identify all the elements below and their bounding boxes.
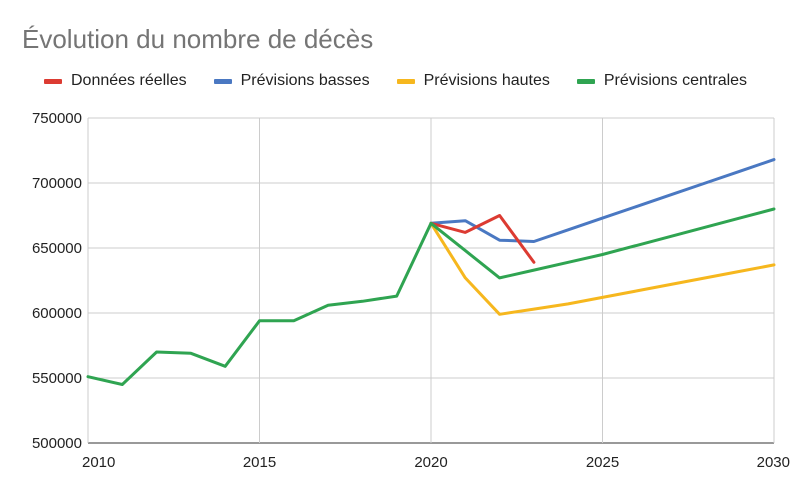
x-tick-label-2015: 2015 — [243, 454, 276, 471]
series-line-2 — [429, 221, 776, 316]
series-line-1 — [429, 158, 776, 243]
legend-swatch-previsions-centrales — [576, 78, 595, 84]
y-tick-label-500000: 500000 — [32, 435, 82, 452]
y-tick-label-650000: 650000 — [32, 240, 82, 257]
legend-item-previsions-hautes: Prévisions hautes — [396, 72, 550, 90]
legend-swatch-donnees-reelles — [44, 78, 62, 84]
legend-label-previsions-basses: Prévisions basses — [240, 72, 370, 89]
series-line-3 — [86, 207, 776, 386]
x-tick-label-2020: 2020 — [414, 454, 447, 471]
chart-title: Évolution du nombre de décès — [22, 24, 374, 54]
legend-swatch-previsions-hautes — [396, 78, 415, 84]
x-tick-label-2025: 2025 — [586, 454, 619, 471]
legend-label-previsions-centrales: Prévisions centrales — [603, 72, 748, 89]
series-line-0 — [429, 214, 536, 264]
x-tick-label-2010: 2010 — [82, 454, 115, 471]
y-tick-label-700000: 700000 — [32, 175, 82, 192]
x-tick-label-2030: 2030 — [757, 454, 790, 471]
y-tick-label-600000: 600000 — [32, 305, 82, 322]
legend-item-previsions-centrales: Prévisions centrales — [576, 72, 748, 90]
legend-item-donnees-reelles: Données réelles — [44, 72, 187, 90]
legend-item-previsions-basses: Prévisions basses — [213, 72, 370, 90]
legend-label-donnees-reelles: Données réelles — [71, 72, 187, 89]
legend: Données réelles Prévisions basses Prévis… — [44, 72, 774, 90]
y-tick-label-550000: 550000 — [32, 370, 82, 387]
legend-label-previsions-hautes: Prévisions hautes — [423, 72, 550, 89]
legend-swatch-previsions-basses — [213, 78, 232, 84]
y-tick-label-750000: 750000 — [32, 110, 82, 127]
